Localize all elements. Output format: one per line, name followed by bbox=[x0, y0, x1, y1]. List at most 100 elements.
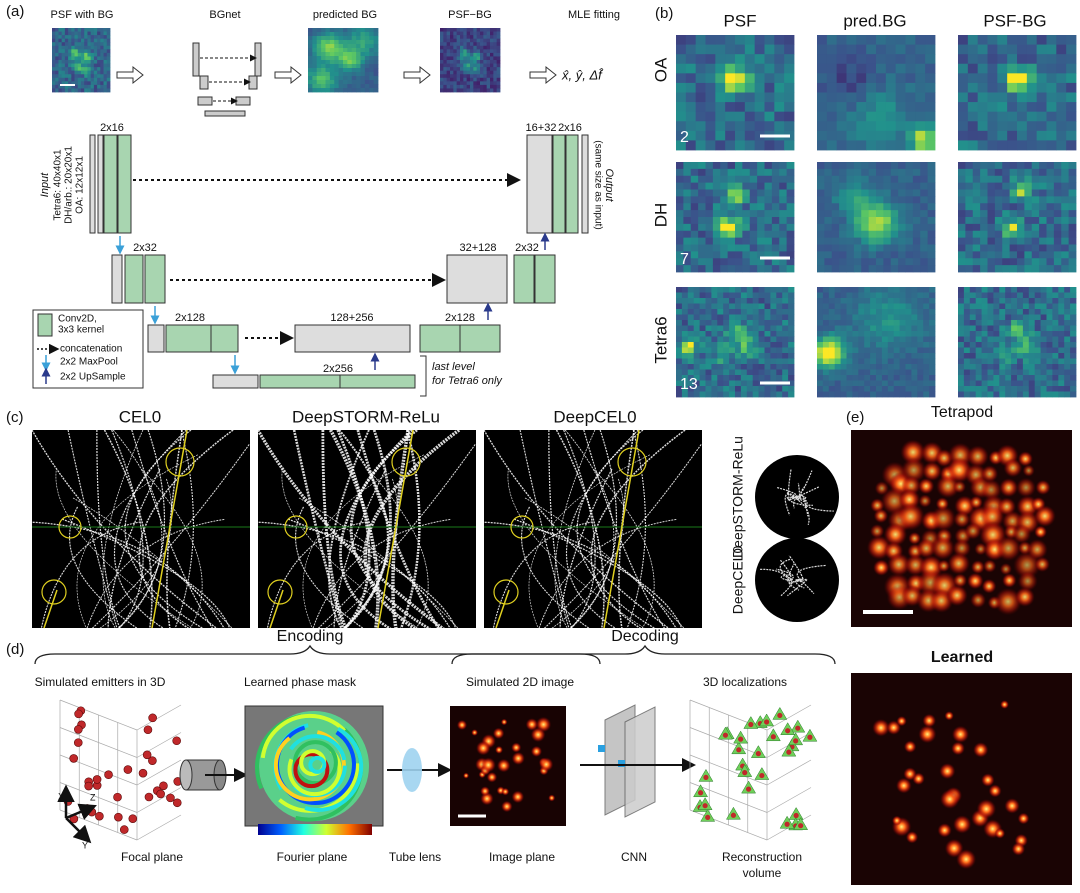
heatmap-pixel bbox=[1052, 375, 1059, 381]
heatmap-pixel bbox=[1040, 386, 1047, 392]
grid-line bbox=[766, 787, 812, 813]
heatmap-pixel bbox=[1053, 196, 1062, 204]
heatmap-pixel bbox=[881, 331, 889, 337]
heatmap-pixel bbox=[758, 298, 765, 304]
heatmap-pixel bbox=[1064, 358, 1071, 365]
heatmap-pixel bbox=[993, 380, 1000, 387]
heatmap-pixel bbox=[993, 309, 1000, 315]
heatmap-pixel bbox=[895, 111, 906, 122]
heatmap-pixel bbox=[61, 31, 66, 36]
heatmap-pixel bbox=[476, 88, 481, 93]
heatmap-pixel bbox=[343, 44, 348, 49]
heatmap-pixel bbox=[1005, 375, 1012, 381]
cnn-kernel bbox=[618, 760, 625, 767]
heatmap-pixel bbox=[356, 44, 361, 49]
heatmap-pixel bbox=[1034, 314, 1041, 321]
heatmap-pixel bbox=[450, 81, 454, 86]
heatmap-pixel bbox=[463, 28, 468, 32]
heatmap-pixel bbox=[852, 364, 859, 370]
stage-label: CNN bbox=[621, 850, 647, 864]
heatmap-pixel bbox=[312, 48, 318, 53]
heatmap-pixel bbox=[723, 347, 730, 354]
input-title: Input bbox=[39, 172, 51, 197]
heatmap-pixel bbox=[683, 168, 692, 177]
heatmap-pixel bbox=[917, 292, 924, 299]
emitter-glow bbox=[994, 587, 1022, 616]
heatmap-pixel bbox=[861, 175, 870, 184]
heatmap-pixel bbox=[746, 320, 754, 326]
emitter-glow bbox=[873, 559, 890, 576]
heatmap-pixel bbox=[912, 168, 921, 177]
inset-filament bbox=[788, 554, 804, 583]
heatmap-pixel bbox=[695, 121, 706, 132]
heatmap-pixel bbox=[683, 210, 692, 218]
filament bbox=[67, 430, 118, 628]
filament bbox=[99, 478, 173, 628]
heatmap-pixel bbox=[446, 28, 451, 32]
heatmap-pixel bbox=[480, 45, 484, 50]
heatmap-pixel bbox=[74, 49, 79, 54]
heatmap-pixel bbox=[1046, 353, 1053, 359]
emitter-glow bbox=[1017, 451, 1034, 467]
heatmap-pixel bbox=[893, 314, 900, 321]
emitter bbox=[166, 793, 175, 803]
heatmap-pixel bbox=[720, 251, 729, 259]
heatmap-pixel bbox=[698, 175, 706, 184]
heatmap-pixel bbox=[1026, 35, 1038, 45]
heatmap-pixel bbox=[1039, 182, 1047, 190]
heatmap-pixel bbox=[987, 102, 998, 113]
heatmap-pixel bbox=[735, 237, 743, 245]
heatmap-pixel bbox=[817, 175, 825, 184]
heatmap-pixel bbox=[784, 140, 795, 151]
heatmap-pixel bbox=[915, 35, 926, 45]
heatmap-pixel bbox=[90, 81, 95, 86]
heatmap-pixel bbox=[308, 44, 313, 49]
heatmap-pixel bbox=[905, 244, 914, 252]
heatmap-pixel bbox=[440, 38, 444, 43]
heatmap-pixel bbox=[676, 175, 684, 184]
heatmap-pixel bbox=[993, 342, 1000, 348]
heatmap-pixel bbox=[717, 386, 724, 392]
heatmap-pixel bbox=[1024, 265, 1033, 273]
heatmap-pixel bbox=[980, 175, 988, 184]
heatmap-pixel bbox=[695, 54, 706, 65]
heatmap-pixel bbox=[486, 74, 491, 79]
heatmap-pixel bbox=[1046, 375, 1053, 381]
heatmap-pixel bbox=[749, 168, 758, 177]
heatmap-pixel bbox=[758, 391, 765, 398]
filament bbox=[124, 430, 204, 628]
heatmap-pixel bbox=[999, 380, 1006, 387]
filament bbox=[513, 518, 683, 628]
heatmap-pixel bbox=[1058, 380, 1065, 387]
heatmap-pixel bbox=[717, 309, 724, 315]
heatmap-pixel bbox=[483, 56, 488, 61]
heatmap-pixel bbox=[912, 244, 921, 252]
heatmap-pixel bbox=[1034, 342, 1041, 348]
stage-label: Simulated 2D image bbox=[466, 675, 574, 689]
heatmap-pixel bbox=[1026, 63, 1038, 74]
emitter-glow bbox=[980, 465, 999, 483]
heatmap-pixel bbox=[788, 303, 795, 310]
heatmap-pixel bbox=[858, 292, 865, 299]
heatmap-pixel bbox=[771, 182, 780, 190]
heatmap-pixel bbox=[817, 369, 824, 376]
heatmap-pixel bbox=[97, 60, 101, 64]
heatmap-pixel bbox=[717, 375, 724, 381]
heatmap-pixel bbox=[864, 287, 871, 293]
heatmap-pixel bbox=[690, 210, 699, 218]
heatmap-pixel bbox=[987, 375, 994, 381]
heatmap-pixel bbox=[690, 230, 699, 239]
heatmap-pixel bbox=[450, 84, 454, 89]
emitter-glow bbox=[883, 522, 908, 547]
heatmap-pixel bbox=[826, 92, 838, 103]
heatmap-pixel bbox=[693, 287, 700, 293]
heatmap-pixel bbox=[676, 92, 687, 103]
heatmap-pixel bbox=[981, 386, 988, 392]
heatmap-pixel bbox=[1064, 298, 1071, 304]
heatmap-pixel bbox=[834, 353, 841, 359]
inset-filament bbox=[775, 568, 794, 581]
heatmap-pixel bbox=[470, 70, 474, 75]
heatmap-pixel bbox=[817, 314, 824, 321]
grid-line bbox=[689, 782, 768, 813]
heatmap-pixel bbox=[476, 28, 481, 32]
